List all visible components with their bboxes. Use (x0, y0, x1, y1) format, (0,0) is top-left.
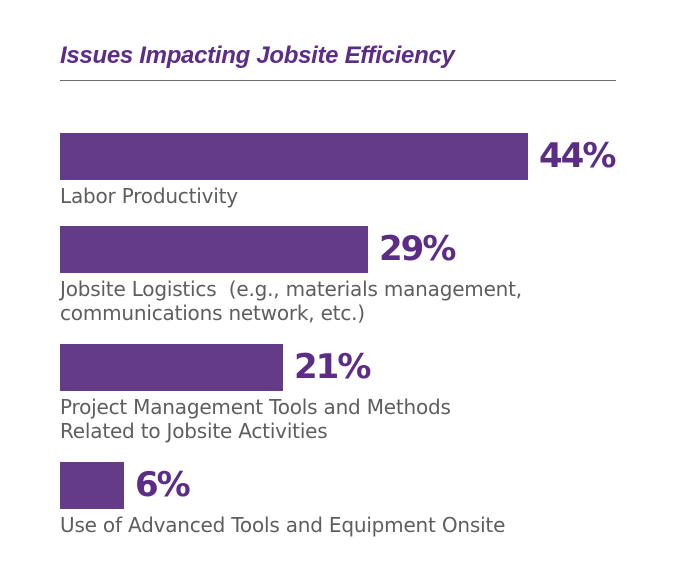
value-label-0: 44% (539, 136, 616, 176)
bar-item-3: 6% Use of Advanced Tools and Equipment O… (60, 462, 660, 537)
bar-2 (60, 344, 283, 391)
bar-3 (60, 462, 124, 509)
value-label-1: 29% (379, 229, 456, 269)
category-label-1: Jobsite Logistics (e.g., materials manag… (60, 277, 522, 325)
chart-title: Issues Impacting Jobsite Efficiency (60, 42, 455, 69)
bar-item-1: 29% Jobsite Logistics (e.g., materials m… (60, 226, 660, 325)
bar-item-0: 44% Labor Productivity (60, 133, 660, 208)
bar-item-2: 21% Project Management Tools and Methods… (60, 344, 660, 443)
value-label-3: 6% (135, 465, 191, 505)
value-label-2: 21% (294, 347, 371, 387)
title-divider (60, 80, 616, 81)
bar-0 (60, 133, 528, 180)
category-label-2: Project Management Tools and Methods Rel… (60, 395, 451, 443)
bar-1 (60, 226, 368, 273)
category-label-3: Use of Advanced Tools and Equipment Onsi… (60, 513, 506, 537)
category-label-0: Labor Productivity (60, 184, 238, 208)
